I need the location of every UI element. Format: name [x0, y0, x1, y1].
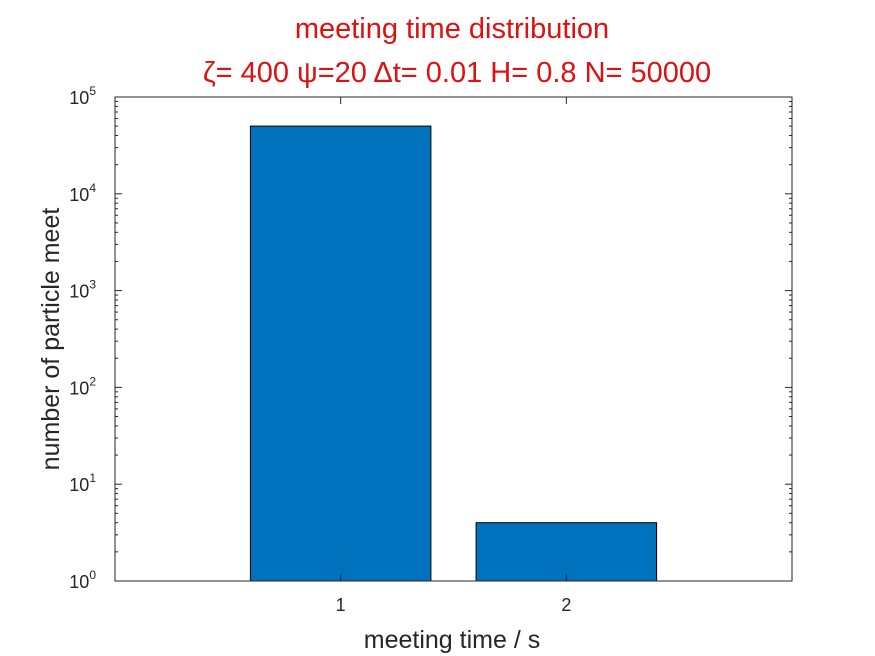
y-tick-label: 100 — [69, 568, 96, 592]
y-tick-exponent: 2 — [89, 374, 96, 388]
y-tick-label: 101 — [69, 471, 96, 495]
x-tick-label: 2 — [561, 595, 571, 615]
y-tick-exponent: 4 — [89, 181, 96, 195]
bar-2 — [475, 522, 658, 582]
y-tick-label: 105 — [69, 84, 96, 108]
chart-subtitle: ζ= 400 ψ=20 Δt= 0.01 H= 0.8 N= 50000 — [203, 57, 711, 89]
y-tick-label: 104 — [69, 181, 96, 205]
y-tick-label: 103 — [69, 278, 96, 302]
x-tick-label: 1 — [336, 595, 346, 615]
y-tick-exponent: 1 — [89, 471, 96, 485]
y-tick-exponent: 3 — [89, 278, 96, 292]
bar-1 — [249, 125, 432, 582]
chart-title: meeting time distribution — [295, 13, 609, 45]
axes-box — [114, 96, 793, 582]
y-tick-label: 102 — [69, 374, 96, 398]
x-axis-label: meeting time / s — [364, 626, 540, 654]
y-tick-exponent: 0 — [89, 568, 96, 582]
y-tick-exponent: 5 — [89, 84, 96, 98]
y-axis-label: number of particle meet — [37, 208, 65, 471]
